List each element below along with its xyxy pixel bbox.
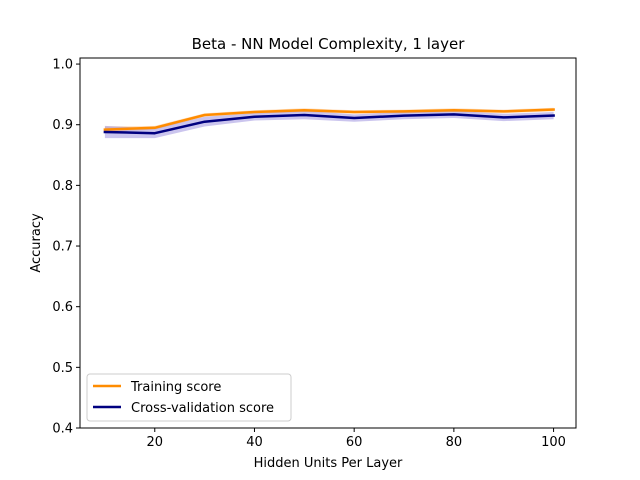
training-score-line [103, 108, 555, 131]
y-tick-label: 0.9 [52, 118, 73, 133]
plot-area-frame [79, 57, 577, 429]
legend-label-training: Training score [130, 380, 221, 395]
y-tick-label: 0.8 [52, 179, 73, 194]
x-axis-ticks: 20 40 60 80 100 [147, 428, 566, 450]
x-tick-label: 40 [246, 435, 263, 450]
y-tick-label: 1.0 [52, 58, 73, 73]
series-lines [103, 108, 555, 135]
cross-validation-score-band [104, 110, 554, 139]
x-tick-label: 80 [446, 435, 463, 450]
cross-validation-score-line [103, 113, 555, 135]
x-axis-label: Hidden Units Per Layer [254, 456, 403, 471]
y-axis-label: Accuracy [29, 213, 44, 273]
x-tick-label: 20 [147, 435, 164, 450]
legend-label-cross-validation: Cross-validation score [131, 401, 274, 416]
x-tick-label: 100 [541, 435, 566, 450]
chart-title: Beta - NN Model Complexity, 1 layer [192, 35, 466, 53]
y-tick-label: 0.4 [52, 422, 73, 437]
y-tick-label: 0.7 [52, 240, 73, 255]
x-tick-label: 60 [346, 435, 363, 450]
y-tick-label: 0.5 [52, 361, 73, 376]
legend: Training score Cross-validation score [86, 373, 292, 422]
y-axis-ticks: 0.4 0.5 0.6 0.7 0.8 0.9 1.0 [52, 58, 80, 437]
legend-box [86, 373, 292, 422]
y-tick-label: 0.6 [52, 300, 73, 315]
